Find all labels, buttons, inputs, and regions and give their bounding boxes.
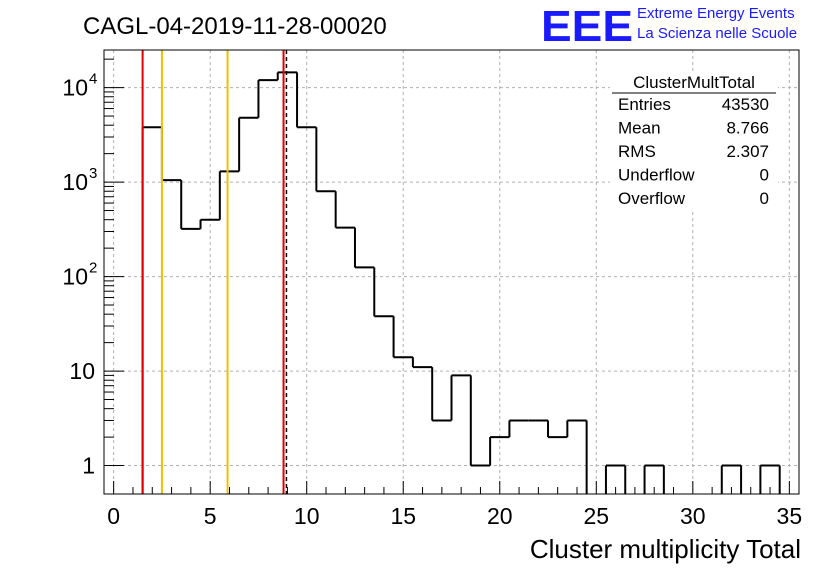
x-axis-label: Cluster multiplicity Total (530, 534, 801, 564)
x-tick-label: 10 (294, 503, 320, 529)
eee-logo: EEE (541, 2, 633, 51)
y-tick-label-exponent: 2 (89, 260, 97, 277)
stats-row-label: Overflow (618, 189, 686, 208)
stats-row-value: 2.307 (726, 142, 769, 161)
x-tick-label: 5 (204, 503, 217, 529)
stats-row-value: 0 (760, 166, 769, 185)
logo-line-1: Extreme Energy Events (637, 5, 795, 22)
y-tick-label: 10 (69, 358, 95, 384)
chart-title: CAGL-04-2019-11-28-00020 (83, 13, 387, 40)
y-tick-label-exponent: 4 (89, 71, 97, 88)
stats-title: ClusterMultTotal (633, 73, 755, 92)
cut-lines (141, 50, 288, 494)
x-tick-label: 30 (680, 503, 706, 529)
x-tick-label: 15 (390, 503, 416, 529)
stats-row-label: Mean (618, 119, 661, 138)
stats-row-label: Entries (618, 95, 671, 114)
x-tick-label: 35 (777, 503, 803, 529)
stats-box-frame (610, 73, 778, 211)
stats-row-label: RMS (618, 142, 656, 161)
stats-row-label: Underflow (618, 166, 695, 185)
stats-row-value: 43530 (722, 95, 769, 114)
y-tick-label-exponent: 3 (89, 165, 97, 182)
x-tick-label: 20 (487, 503, 513, 529)
axis-ticks (104, 58, 790, 494)
logo-line-2: La Scienza nelle Scuole (637, 25, 797, 42)
plot-frame (103, 49, 800, 495)
stats-row-value: 0 (760, 189, 769, 208)
stats-row-value: 8.766 (726, 119, 769, 138)
x-tick-label: 0 (107, 503, 120, 529)
stats-rows: Entries 43530 Mean 8.766 RMS 2.307 Underflow 0 O… (618, 95, 769, 208)
y-tick-label: 1 (82, 453, 95, 479)
stats-box: ClusterMultTotal Entries 43530 Mean 8.766 RM… (610, 73, 778, 211)
y-tick-label: 10 (62, 75, 88, 101)
y-tick-label: 10 (62, 169, 88, 195)
x-tick-label: 25 (583, 503, 609, 529)
y-tick-label: 10 (62, 264, 88, 290)
